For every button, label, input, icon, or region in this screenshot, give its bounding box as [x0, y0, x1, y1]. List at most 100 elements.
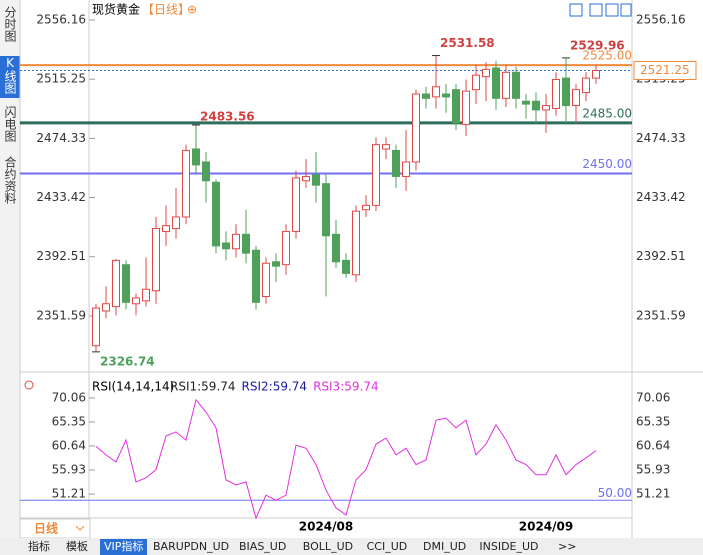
- candle-body: [442, 93, 450, 98]
- legend-entry: RSI2:59.74: [242, 380, 308, 394]
- rsi-tick-label: 55.93: [636, 463, 670, 477]
- rsi-tick-label-left: 55.93: [52, 463, 86, 477]
- candle-body: [102, 303, 110, 312]
- tab[interactable]: BOLL_UD: [303, 540, 353, 553]
- x-tick-label: 2024/09: [519, 520, 573, 534]
- y-tick-label-left: 2474.33: [36, 131, 86, 145]
- candle-body: [452, 89, 460, 124]
- y-tick-label: 2474.33: [636, 131, 686, 145]
- candle-body: [362, 204, 370, 211]
- price-line-label: 2485.00: [582, 106, 632, 120]
- candle-body: [292, 177, 300, 232]
- candle-body: [312, 174, 320, 186]
- y-tick-label-left: 2515.25: [36, 72, 86, 86]
- rsi-icon[interactable]: [24, 380, 34, 390]
- y-tick-label-left: 2351.59: [36, 308, 86, 322]
- chart-subtitle: 【日线】: [142, 3, 190, 17]
- price-line-label: 2450.00: [582, 157, 632, 171]
- rsi-title: RSI(14,14,14): [92, 380, 174, 394]
- rsi-tick-label-left: 65.35: [52, 414, 86, 428]
- candle-body: [582, 77, 590, 94]
- tab[interactable]: 模板: [66, 539, 88, 553]
- candle-body: [462, 90, 470, 125]
- candle-body: [262, 262, 270, 298]
- current-price-box: [633, 60, 697, 80]
- candle-body: [322, 183, 330, 237]
- candle-body: [472, 74, 480, 91]
- toolbar-icons[interactable]: [569, 3, 632, 17]
- x-tick-label: 2024/08: [299, 520, 353, 534]
- candle-body: [142, 288, 150, 302]
- sidebar-tab[interactable]: K线图: [3, 56, 17, 94]
- candle-body: [562, 77, 570, 107]
- candle-body: [372, 144, 380, 206]
- candle-body: [202, 161, 210, 182]
- candle-body: [112, 259, 120, 308]
- candle-body: [502, 71, 510, 99]
- candle-body: [382, 144, 390, 150]
- candle-body: [492, 67, 500, 99]
- candle-body: [122, 264, 130, 303]
- y-tick-label-left: 2433.42: [36, 190, 86, 204]
- candle-body: [542, 105, 550, 111]
- candle-body: [302, 175, 310, 182]
- y-tick-label-left: 2556.16: [36, 12, 86, 26]
- candle-body: [342, 259, 350, 274]
- candle-body: [282, 230, 290, 266]
- y-tick-label: 2351.59: [636, 308, 686, 322]
- tab[interactable]: BARUPDN_UD: [153, 540, 229, 553]
- chart-title: 现货黄金: [92, 2, 140, 17]
- sidebar-tab[interactable]: 闪电图: [3, 106, 17, 142]
- tab[interactable]: 指标: [28, 539, 50, 553]
- candle-body: [412, 93, 420, 163]
- rsi-tick-label-left: 70.06: [52, 390, 86, 404]
- candle-body: [482, 68, 490, 78]
- candle-body: [432, 86, 440, 98]
- price-line-label: 2525.00: [582, 49, 632, 63]
- tab[interactable]: VIP指标: [104, 539, 143, 553]
- period-label[interactable]: 日线: [34, 521, 58, 536]
- candle-body: [352, 210, 360, 276]
- candle-body: [252, 249, 260, 303]
- candle-body: [392, 149, 400, 177]
- extreme-label: 2529.96: [570, 38, 625, 52]
- candle-body: [422, 93, 430, 99]
- legend-entry: RSI3:59.74: [313, 380, 379, 394]
- tab-bar: [0, 538, 703, 555]
- candle-body: [192, 148, 200, 166]
- y-tick-label-left: 2392.51: [36, 249, 86, 263]
- candle-body: [92, 307, 100, 347]
- tab-active: [100, 539, 147, 555]
- candle-body: [402, 161, 410, 177]
- candle-body: [552, 79, 560, 109]
- rsi-tick-label: 51.21: [636, 487, 670, 501]
- candle-body: [212, 181, 220, 247]
- legend-entry: RSI1:59.74: [170, 380, 236, 394]
- sidebar-active: [0, 56, 20, 98]
- tab[interactable]: BIAS_UD: [239, 540, 286, 553]
- tab[interactable]: DMI_UD: [423, 540, 466, 553]
- candle-body: [232, 233, 240, 250]
- sidebar-tab[interactable]: 合约资料: [3, 155, 17, 204]
- tab[interactable]: INSIDE_UD: [479, 540, 538, 553]
- candle-body: [152, 228, 160, 292]
- y-tick-label: 2556.16: [636, 12, 686, 26]
- rsi-tick-label: 70.06: [636, 390, 670, 404]
- sidebar-tab[interactable]: 分时图: [3, 6, 17, 42]
- candle-body: [162, 225, 170, 232]
- current-price-label: 2521.25: [640, 63, 690, 77]
- title-icon[interactable]: ⊕: [187, 3, 197, 17]
- sidebar: [0, 0, 20, 555]
- tab[interactable]: CCI_UD: [367, 540, 408, 553]
- y-tick-label: 2392.51: [636, 249, 686, 263]
- rsi-tick-label: 60.64: [636, 439, 670, 453]
- tab[interactable]: >>: [558, 540, 576, 553]
- y-tick-label: 2433.42: [636, 190, 686, 204]
- candle-body: [242, 233, 250, 254]
- rsi-tick-label: 65.35: [636, 414, 670, 428]
- candle-body: [592, 69, 600, 79]
- candle-body: [272, 261, 280, 267]
- rsi-ref-label: 50.00: [598, 486, 632, 500]
- candle-body: [522, 100, 530, 105]
